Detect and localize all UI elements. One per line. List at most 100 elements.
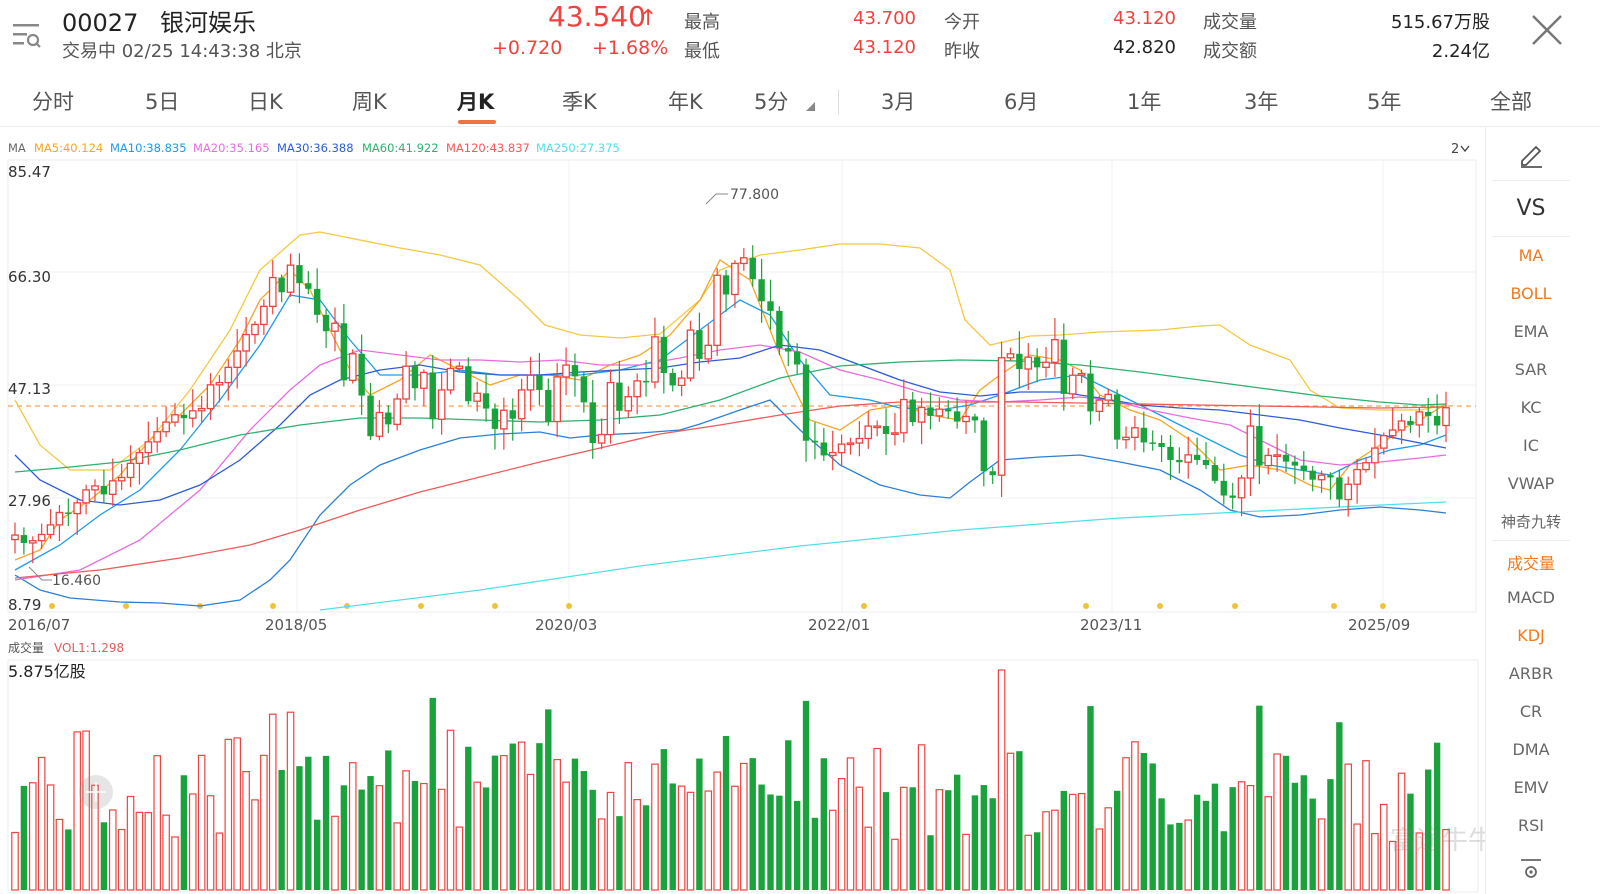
- volume-bar: [11, 831, 19, 891]
- volume-bar: [144, 812, 153, 891]
- candle-body: [260, 305, 268, 326]
- chevron-down-icon[interactable]: [1460, 145, 1470, 153]
- tab-3month[interactable]: 3月: [881, 90, 916, 114]
- indicator-kdj[interactable]: KDJ: [1517, 626, 1545, 645]
- indicator-emv[interactable]: EMV: [1513, 778, 1549, 797]
- volume-bar: [1246, 785, 1255, 891]
- settings-icon[interactable]: [1518, 856, 1544, 882]
- tab-monthly-k[interactable]: 月K: [457, 90, 495, 114]
- candle-body: [1300, 465, 1307, 471]
- volume-bar: [296, 766, 303, 890]
- candle-body: [100, 485, 108, 495]
- volume-bar: [305, 756, 312, 890]
- candle-body: [126, 462, 135, 479]
- volume-bar: [251, 799, 259, 891]
- indicator-ma[interactable]: MA: [1518, 246, 1544, 265]
- volume-bars: [11, 669, 1450, 891]
- annotation-low: 16.460: [52, 573, 101, 589]
- candle-body: [46, 524, 55, 536]
- indicator-arbr[interactable]: ARBR: [1508, 664, 1554, 683]
- candle-body: [446, 367, 455, 391]
- candle-body: [749, 257, 756, 280]
- date-axis-label: 2023/11: [1080, 616, 1142, 634]
- candle-body: [1140, 427, 1148, 443]
- tab-all[interactable]: 全部: [1490, 90, 1532, 114]
- candle-body: [322, 314, 330, 332]
- date-axis-label: 2025/09: [1348, 616, 1410, 634]
- tab-quarterly-k[interactable]: 季K: [562, 90, 597, 114]
- indicator-sar[interactable]: SAR: [1514, 360, 1548, 379]
- volume-bar: [1397, 772, 1406, 891]
- volume-bar: [1300, 775, 1307, 890]
- volume-bar: [917, 744, 926, 891]
- candle-body: [402, 365, 410, 400]
- candle-body: [491, 408, 499, 429]
- tab-6month[interactable]: 6月: [1004, 90, 1039, 114]
- indicator-boll[interactable]: BOLL: [1510, 284, 1552, 303]
- candle-body: [953, 411, 961, 422]
- tab-5day[interactable]: 5日: [145, 90, 180, 114]
- candle-body: [686, 329, 695, 379]
- volume-bar: [367, 776, 374, 890]
- tab-timeshare[interactable]: 分时: [32, 90, 74, 114]
- candle-body: [1397, 420, 1406, 431]
- volume-bar: [651, 763, 659, 891]
- quote-label-low: 最低: [684, 41, 720, 62]
- tab-daily-k[interactable]: 日K: [248, 90, 283, 114]
- dropdown-corner-icon[interactable]: [806, 102, 815, 111]
- candle-body: [340, 323, 348, 381]
- tab-5year[interactable]: 5年: [1367, 90, 1402, 114]
- candle-body: [935, 408, 944, 417]
- candle-body: [73, 502, 82, 515]
- close-icon[interactable]: [1527, 10, 1567, 50]
- quote-label-turnover: 成交额: [1203, 41, 1257, 62]
- indicator-ema[interactable]: EMA: [1513, 322, 1549, 341]
- volume-bar: [793, 800, 801, 890]
- kline-chart[interactable]: MA MA5:40.124 MA10:38.835 MA20:35.165 MA…: [0, 127, 1482, 894]
- pencil-icon[interactable]: [1516, 139, 1546, 169]
- indicator-volume[interactable]: 成交量: [1506, 554, 1555, 573]
- volume-bar: [545, 709, 552, 890]
- candle-body: [153, 431, 162, 443]
- candle-body: [1131, 427, 1139, 439]
- indicator-rsi[interactable]: RSI: [1518, 816, 1544, 835]
- volume-bar: [811, 817, 819, 890]
- zoom-level[interactable]: 2: [1451, 142, 1459, 157]
- indicator-td-sequential[interactable]: 神奇九转: [1500, 513, 1561, 531]
- candle-body: [1193, 454, 1201, 460]
- candle-body: [1077, 372, 1086, 376]
- candle-body: [1246, 425, 1255, 479]
- indicator-sidebar: [1485, 127, 1600, 894]
- compare-vs-button[interactable]: VS: [1516, 196, 1546, 221]
- indicator-kc[interactable]: KC: [1520, 398, 1542, 417]
- candle-body: [1371, 447, 1379, 464]
- candle-body: [385, 412, 392, 425]
- quote-value-open: 43.120: [1113, 8, 1176, 29]
- volume-bar: [1060, 790, 1068, 890]
- indicator-macd[interactable]: MACD: [1507, 588, 1555, 607]
- ma5-value: MA5:40.124: [34, 141, 103, 155]
- candle-body: [37, 533, 46, 542]
- volume-bar: [882, 792, 890, 890]
- tab-yearly-k[interactable]: 年K: [668, 90, 703, 114]
- indicator-cr[interactable]: CR: [1519, 702, 1543, 721]
- candle-body: [553, 376, 562, 423]
- menu-search-icon[interactable]: [10, 20, 42, 54]
- volume-bar: [1264, 796, 1273, 891]
- candle-body: [651, 336, 659, 383]
- indicator-ic[interactable]: IC: [1523, 436, 1539, 455]
- candle-body: [206, 384, 215, 410]
- volume-bar: [1211, 783, 1219, 890]
- tab-weekly-k[interactable]: 周K: [352, 90, 387, 114]
- volume-bar: [1051, 809, 1059, 891]
- tab-5min[interactable]: 5分: [754, 90, 789, 114]
- volume-bar: [1202, 800, 1210, 890]
- indicator-vwap[interactable]: VWAP: [1507, 474, 1555, 493]
- candle-body: [1016, 353, 1023, 370]
- tab-3year[interactable]: 3年: [1244, 90, 1279, 114]
- candle-body: [55, 511, 64, 526]
- indicator-dma[interactable]: DMA: [1512, 740, 1550, 759]
- volume-bar: [837, 778, 846, 891]
- volume-bar: [562, 781, 570, 891]
- tab-1year[interactable]: 1年: [1127, 90, 1162, 114]
